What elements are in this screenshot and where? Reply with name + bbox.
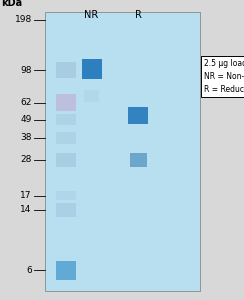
Text: 6: 6 xyxy=(26,266,32,275)
Text: 2.5 μg loading
NR = Non-reduced
R = Reduced: 2.5 μg loading NR = Non-reduced R = Redu… xyxy=(204,58,244,94)
Text: R: R xyxy=(135,10,142,20)
Text: 62: 62 xyxy=(20,98,32,107)
Text: 49: 49 xyxy=(20,115,32,124)
Text: 14: 14 xyxy=(20,205,32,214)
Text: 17: 17 xyxy=(20,191,32,200)
Text: 198: 198 xyxy=(14,15,32,24)
Text: 28: 28 xyxy=(20,155,32,164)
Text: 38: 38 xyxy=(20,134,32,142)
Text: kDa: kDa xyxy=(1,0,22,8)
Text: NR: NR xyxy=(84,10,99,20)
Text: 98: 98 xyxy=(20,65,32,74)
